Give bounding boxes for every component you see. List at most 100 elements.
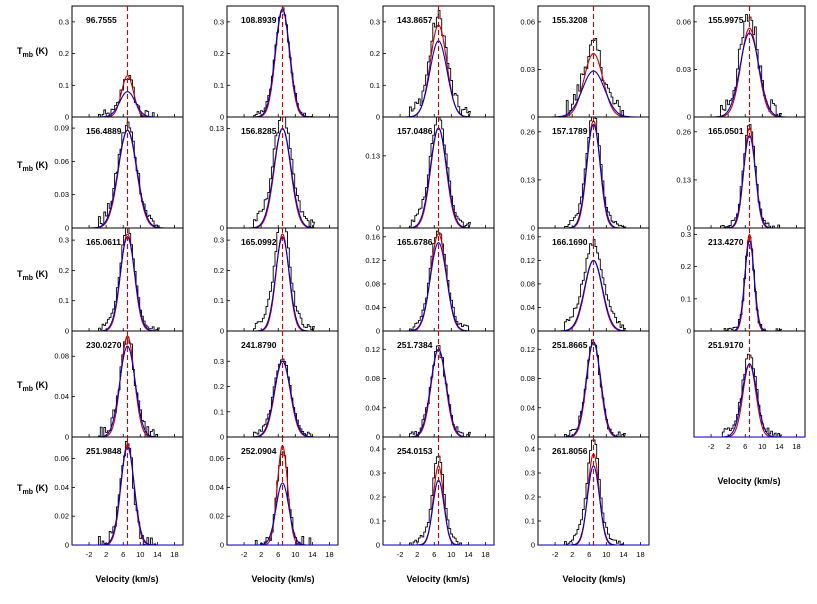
spectrum-panel: 0 0.03 0.06 155.3208 [520,5,650,122]
y-tick-label: 0.16 [520,232,535,241]
observed-spectrum [720,353,783,437]
red-model-curve [694,27,805,117]
y-tick-label: 0.04 [520,303,535,312]
spectrum-panel: 0 0.1 0.2 0.3 108.8939 [214,5,339,122]
frequency-label: 166.1690 [552,237,588,247]
x-tick-label: 6 [276,550,280,559]
spectrum-panel: 0 0.1 0.2 0.3 241.8790 [214,330,339,442]
y-tick-label: 0 [376,113,380,122]
observed-spectrum [253,228,315,331]
y-tick-label: 0 [65,433,69,442]
x-tick-label: 10 [291,550,299,559]
x-tick-label: 10 [447,550,455,559]
spectrum-panel: 0 0.02 0.04 0.06 -2 2 6 10 14 18 251.9848 [54,436,184,559]
blue-model-curve [227,360,338,437]
y-tick-label: 0.1 [214,407,224,416]
spectrum-panel: 0 0.04 0.08 0.12 0.16 165.6786 [365,227,495,336]
frequency-label: 156.8285 [241,126,277,136]
frequency-label: 251.9848 [86,446,122,456]
x-tick-label: 14 [308,550,316,559]
y-tick-label: 0.08 [365,374,380,383]
y-tick-label: 0 [220,113,224,122]
y-tick-label: 0.12 [520,345,535,354]
y-tick-label: 0.13 [209,124,224,133]
frequency-label: 165.6786 [397,237,433,247]
observed-spectrum [564,439,626,545]
x-tick-label: 10 [136,550,144,559]
y-tick-label: 0.3 [214,236,224,245]
y-tick-label: 0.04 [54,483,69,492]
red-model-curve [72,75,183,117]
y-tick-label: 0.09 [54,124,69,133]
y-tick-label: 0.26 [520,127,535,136]
x-tick-label: 6 [121,550,125,559]
y-tick-label: 0.1 [59,81,69,90]
y-tick-label: 0.08 [520,374,535,383]
y-tick-label: 0 [65,113,69,122]
y-axis-label: Tmb (K) [17,483,48,496]
y-tick-label: 0.03 [520,65,535,74]
spectrum-panel: 0 0.1 0.2 0.3 96.7555 [59,5,184,122]
x-axis-label: Velocity (km/s) [562,574,625,584]
y-tick-label: 0.3 [370,17,380,26]
y-tick-label: 0.3 [370,469,380,478]
spectrum-panel: 0 0.02 0.04 0.06 -2 2 6 10 14 18 252.0904 [209,436,339,559]
x-tick-label: 18 [481,550,489,559]
y-tick-label: 0 [531,113,535,122]
spectrum-panel: 0 0.13 0.26 165.0501 [676,116,806,233]
frequency-label: 251.8665 [552,340,588,350]
observed-spectrum [564,117,627,228]
y-tick-label: 0.2 [214,49,224,58]
x-tick-label: -2 [86,550,93,559]
y-tick-label: 0 [531,433,535,442]
y-tick-label: 0.1 [214,81,224,90]
spectrum-panel: 0 0.1 0.2 0.3 0.4 -2 2 6 10 14 18 254.0153 [370,436,495,559]
observed-spectrum [253,451,315,545]
y-tick-label: 0.03 [54,190,69,199]
frequency-label: 251.7384 [397,340,433,350]
panel-traces [383,230,494,331]
frequency-label: 143.8657 [397,15,433,25]
y-tick-label: 0.2 [525,493,535,502]
x-tick-label: 2 [726,442,730,451]
y-tick-label: 0.1 [370,81,380,90]
y-tick-label: 0.3 [525,469,535,478]
red-model-curve [72,443,183,545]
x-tick-label: 18 [325,550,333,559]
x-tick-label: 14 [619,550,627,559]
y-tick-label: 0.2 [370,49,380,58]
y-tick-label: 0 [65,541,69,550]
y-tick-label: 0.2 [214,382,224,391]
frequency-label: 254.0153 [397,446,433,456]
y-tick-label: 0.02 [209,512,224,521]
x-tick-label: 6 [587,550,591,559]
spectrum-panel: 0 0.1 0.2 0.3 143.8657 [370,5,495,122]
y-tick-label: 0.13 [520,175,535,184]
x-tick-label: 10 [758,442,766,451]
x-tick-label: -2 [397,550,404,559]
y-tick-label: 0.12 [520,256,535,265]
x-tick-label: 2 [415,550,419,559]
y-tick-label: 0.04 [54,392,69,401]
y-tick-label: 0.1 [525,517,535,526]
y-tick-label: 0.08 [365,279,380,288]
y-axis-label: Tmb (K) [17,380,48,393]
y-tick-label: 0.13 [365,151,380,160]
y-tick-label: 0 [687,224,691,233]
spectrum-panel: -2 2 6 10 14 18 251.9170 [693,330,806,451]
x-tick-label: 6 [432,550,436,559]
spectrum-panel: 0 0.04 0.08 230.0270 [54,330,184,442]
observed-spectrum [98,121,161,228]
y-tick-label: 0 [220,541,224,550]
y-tick-label: 0.1 [214,296,224,305]
observed-spectrum [98,75,160,117]
x-tick-label: 18 [170,550,178,559]
x-tick-label: -2 [241,550,248,559]
panel-traces [72,335,183,437]
blue-model-curve [694,240,805,331]
y-tick-label: 0.04 [209,483,224,492]
x-tick-label: -2 [552,550,559,559]
y-tick-label: 0 [376,541,380,550]
blue-model-curve [538,123,649,228]
